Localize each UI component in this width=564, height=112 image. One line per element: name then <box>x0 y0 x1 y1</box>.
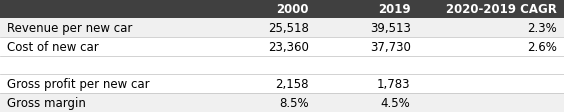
Text: 2,158: 2,158 <box>276 78 309 90</box>
Text: Cost of new car: Cost of new car <box>7 40 99 53</box>
Bar <box>0 19 564 37</box>
Text: 39,513: 39,513 <box>370 22 411 34</box>
Text: 4.5%: 4.5% <box>381 96 411 109</box>
Text: 25,518: 25,518 <box>268 22 309 34</box>
Text: 23,360: 23,360 <box>268 40 309 53</box>
Bar <box>0 56 564 75</box>
Text: 2020-2019 CAGR: 2020-2019 CAGR <box>446 3 557 16</box>
Bar <box>0 37 564 56</box>
Text: 2.3%: 2.3% <box>527 22 557 34</box>
Text: 2.6%: 2.6% <box>527 40 557 53</box>
Text: 8.5%: 8.5% <box>279 96 309 109</box>
Bar <box>214 0 316 19</box>
Text: 2019: 2019 <box>378 3 411 16</box>
Text: 1,783: 1,783 <box>377 78 411 90</box>
Bar <box>0 75 564 93</box>
Text: Gross margin: Gross margin <box>7 96 86 109</box>
Text: 37,730: 37,730 <box>370 40 411 53</box>
Text: Gross profit per new car: Gross profit per new car <box>7 78 149 90</box>
Bar <box>0 0 214 19</box>
Bar <box>417 0 564 19</box>
Text: 2000: 2000 <box>276 3 309 16</box>
Bar <box>316 0 417 19</box>
Bar <box>0 93 564 112</box>
Text: Revenue per new car: Revenue per new car <box>7 22 132 34</box>
